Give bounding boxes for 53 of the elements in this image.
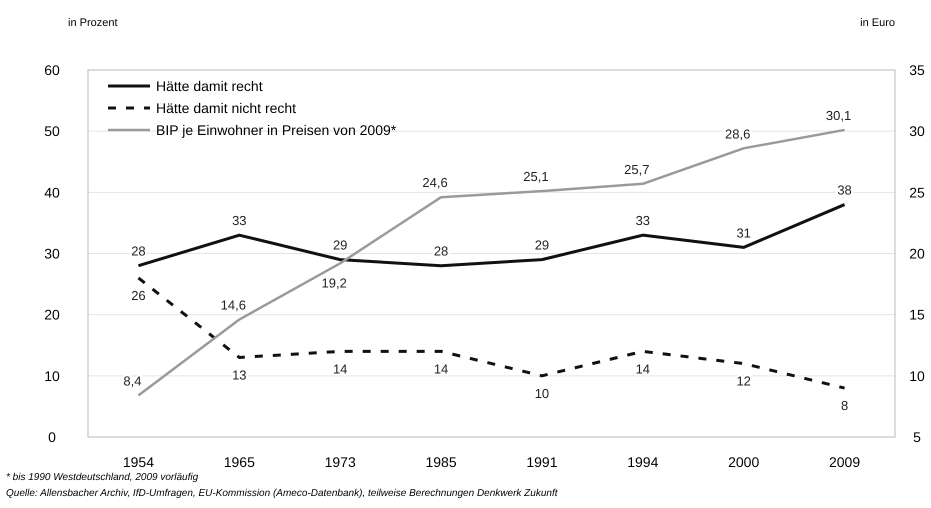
data-label: 33: [232, 213, 247, 228]
x-tick-label: 2000: [728, 454, 760, 470]
data-label: 8: [840, 398, 848, 414]
data-label: 33: [636, 213, 650, 228]
legend-label: Hätte damit nicht recht: [156, 100, 296, 116]
y-axis-title: in Prozent: [68, 16, 118, 29]
data-label: 28: [131, 244, 146, 259]
y-tick-label: 0: [48, 429, 56, 445]
data-label: 14: [434, 361, 448, 376]
data-label: 12: [736, 374, 751, 389]
data-label: 8,4: [123, 373, 142, 388]
data-label: 28: [434, 244, 448, 259]
data-label: 24,6: [422, 175, 448, 190]
data-label: 10: [534, 386, 550, 401]
y2-tick-label: 15: [909, 306, 925, 323]
data-label: 14: [636, 361, 650, 376]
data-label: 25,1: [523, 169, 549, 184]
source-note: Quelle: Allensbacher Archiv, IfD-Umfragen, EU-Kommission (Ameco-Datenbank), teilweise Berechnungen Denkwerk Zukunft: [6, 488, 559, 499]
x-tick-label: 1994: [627, 454, 659, 470]
y-tick-label: 50: [44, 123, 60, 140]
legend-label: BIP je Einwohner in Preisen von 2009*: [156, 122, 397, 138]
data-label: 26: [131, 288, 146, 303]
legend-label: Hätte damit recht: [156, 78, 263, 94]
y-tick-label: 30: [44, 246, 60, 262]
data-label: 13: [232, 367, 247, 382]
text: * bis 1990 Westdeutschland, 2009 vorläufig: [6, 472, 199, 483]
y2-tick-label: 10: [909, 368, 925, 384]
y-tick-label: 40: [44, 184, 60, 200]
data-label: 30,1: [826, 108, 852, 123]
data-label: 29: [534, 238, 550, 253]
y2-axis-title: in Euro: [860, 16, 895, 29]
y2-tick-label: 25: [909, 184, 925, 200]
y-tick-label: 20: [44, 306, 60, 323]
x-tick-label: 1954: [122, 454, 154, 470]
x-tick-label: 2009: [828, 454, 860, 470]
data-label: 25,7: [624, 162, 650, 177]
x-tick-label: 1991: [526, 454, 558, 470]
data-label: 28,6: [725, 126, 750, 142]
y2-tick-label: 30: [909, 123, 925, 140]
y2-tick-label: 20: [909, 246, 925, 262]
data-label: 29: [332, 238, 348, 253]
x-tick-label: 1973: [324, 454, 356, 470]
x-tick-label: 1985: [425, 454, 457, 470]
data-label: 19,2: [322, 275, 347, 290]
y-tick-label: 10: [44, 368, 60, 384]
data-label: 38: [837, 182, 852, 198]
data-label: 14: [332, 361, 348, 376]
y-tick-label: 60: [44, 62, 60, 78]
y2-tick-label: 35: [909, 62, 925, 78]
data-label: 14,6: [220, 298, 246, 313]
data-label: 31: [736, 225, 751, 240]
x-tick-label: 1965: [224, 454, 256, 470]
y2-tick-label: 5: [913, 429, 922, 445]
